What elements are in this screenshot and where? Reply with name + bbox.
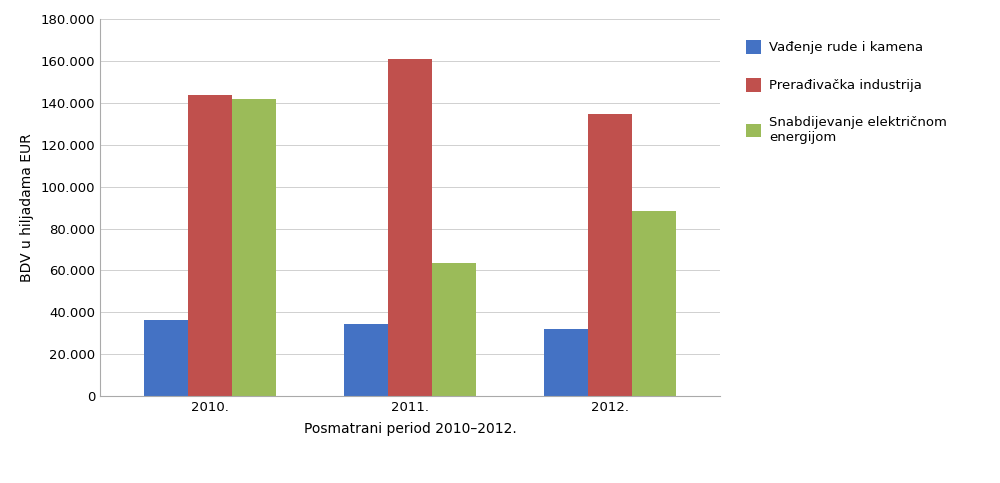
Bar: [232, 99, 276, 396]
Bar: [388, 59, 432, 396]
Legend: Vađenje rude i kamena, Prerađivačka industrija, Snabdijevanje električnom
energi: Vađenje rude i kamena, Prerađivačka indu…: [739, 33, 954, 151]
Bar: [432, 263, 476, 396]
Y-axis label: BDV u hiljadama EUR: BDV u hiljadama EUR: [20, 133, 34, 282]
Bar: [188, 95, 232, 396]
Bar: [144, 320, 188, 396]
X-axis label: Posmatrani period 2010–2012.: Posmatrani period 2010–2012.: [304, 422, 516, 436]
Bar: [588, 114, 632, 396]
Bar: [344, 324, 388, 396]
Bar: [632, 211, 676, 396]
Bar: [544, 329, 588, 396]
